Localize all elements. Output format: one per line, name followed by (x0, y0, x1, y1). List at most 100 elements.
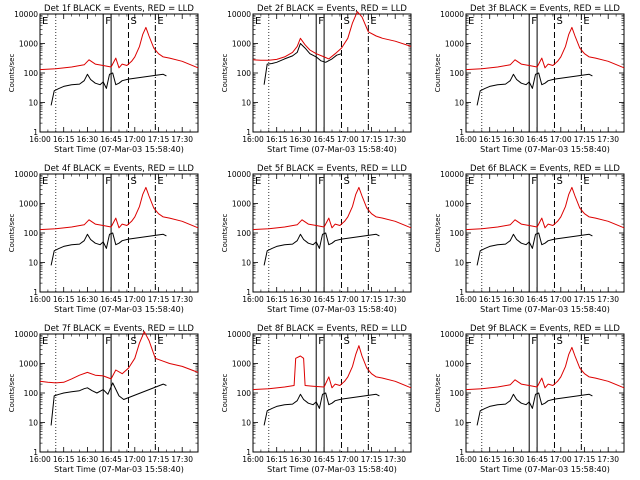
marker-label: E (255, 336, 261, 347)
events-series-line (476, 232, 593, 266)
marker-label: E (583, 176, 589, 187)
panel-2: Det 2f BLACK = Events, RED = LLD 1 10 100 10… (221, 4, 412, 154)
marker-label: S (556, 176, 562, 187)
panel-title: Det 8f BLACK = Events, RED = LLD (257, 324, 407, 334)
x-axis-label: Start Time (07-Mar-03 15:58:40) (480, 305, 610, 314)
y-tick-label: 10 (454, 259, 464, 268)
plot-frame (252, 13, 412, 133)
x-tick-label: 16:00 (455, 455, 477, 464)
marker-label: S (556, 16, 562, 27)
x-tick-label: 17:15 (148, 135, 170, 144)
x-tick-label: 16:45 (313, 295, 335, 304)
lld-series-line (252, 345, 412, 391)
x-tick-label: 16:00 (242, 295, 264, 304)
events-series-line (50, 72, 167, 106)
y-tick-label: 10000 (227, 170, 251, 179)
x-tick-label: 16:15 (266, 455, 288, 464)
y-tick-label: 1000 (19, 200, 38, 209)
marker-label: E (370, 336, 376, 347)
panel-8: Det 8f BLACK = Events, RED = LLD 1 10 100 10… (221, 324, 412, 474)
marker-label: E (370, 176, 376, 187)
lld-series-line (465, 26, 625, 71)
lld-series-line (39, 186, 199, 231)
plot-frame (465, 333, 625, 453)
x-tick-label: 17:15 (148, 455, 170, 464)
marker-label: E (583, 336, 589, 347)
marker-label: E (42, 16, 48, 27)
x-tick-label: 17:15 (361, 455, 383, 464)
x-tick-label: 16:45 (313, 135, 335, 144)
marker-label: E (255, 16, 261, 27)
y-axis-label: Counts/sec (221, 374, 229, 413)
marker-label: S (556, 336, 562, 347)
events-series-line (50, 232, 167, 266)
marker-label: F (318, 176, 324, 187)
y-tick-label: 1000 (232, 360, 251, 369)
x-axis-label: Start Time (07-Mar-03 15:58:40) (267, 465, 397, 474)
x-tick-label: 17:00 (550, 455, 572, 464)
y-axis-label: Counts/sec (221, 54, 229, 93)
x-tick-label: 17:30 (384, 295, 406, 304)
panel-4: Det 4f BLACK = Events, RED = LLD 1 10 100 10… (8, 164, 199, 314)
marker-label: S (343, 176, 349, 187)
y-tick-label: 100 (450, 69, 465, 78)
x-tick-label: 16:00 (242, 135, 264, 144)
panel-title: Det 6f BLACK = Events, RED = LLD (470, 164, 620, 174)
events-series-line (50, 382, 167, 426)
y-tick-label: 100 (450, 389, 465, 398)
x-tick-label: 17:30 (597, 295, 619, 304)
lld-series-line (465, 346, 625, 391)
y-tick-label: 1 (246, 128, 251, 137)
y-tick-label: 10000 (440, 330, 464, 339)
marker-label: E (583, 16, 589, 27)
x-tick-label: 16:15 (479, 135, 501, 144)
lld-series-line (39, 331, 199, 384)
x-tick-label: 16:45 (526, 455, 548, 464)
marker-label: S (130, 176, 136, 187)
x-tick-label: 16:15 (479, 295, 501, 304)
x-tick-label: 17:00 (124, 455, 146, 464)
y-tick-label: 10 (241, 419, 251, 428)
x-tick-label: 17:15 (574, 295, 596, 304)
x-tick-label: 17:30 (171, 295, 193, 304)
y-tick-label: 1000 (232, 40, 251, 49)
panel-7: Det 7f BLACK = Events, RED = LLD 1 10 100 10… (8, 324, 199, 474)
events-series-line (263, 392, 380, 426)
x-tick-label: 17:15 (148, 295, 170, 304)
marker-label: S (343, 336, 349, 347)
plot-frame (39, 173, 199, 293)
marker-label: F (105, 16, 111, 27)
marker-label: E (157, 176, 163, 187)
plot-frame (252, 333, 412, 453)
x-tick-label: 17:00 (337, 295, 359, 304)
x-tick-label: 17:15 (361, 135, 383, 144)
x-tick-label: 16:30 (290, 295, 312, 304)
y-tick-label: 10000 (227, 10, 251, 19)
panel-title: Det 5f BLACK = Events, RED = LLD (257, 164, 407, 174)
marker-label: F (531, 16, 537, 27)
marker-label: E (255, 176, 261, 187)
x-axis-label: Start Time (07-Mar-03 15:58:40) (480, 145, 610, 154)
y-tick-label: 10000 (14, 170, 38, 179)
y-tick-label: 10000 (14, 10, 38, 19)
y-axis-label: Counts/sec (8, 374, 16, 413)
marker-label: E (42, 336, 48, 347)
x-tick-label: 17:30 (597, 455, 619, 464)
y-tick-label: 1000 (445, 360, 464, 369)
y-tick-label: 10 (28, 419, 38, 428)
marker-label: F (318, 336, 324, 347)
x-tick-label: 16:00 (242, 455, 264, 464)
x-tick-label: 17:00 (337, 135, 359, 144)
y-tick-label: 10 (454, 419, 464, 428)
x-tick-label: 16:15 (266, 135, 288, 144)
y-axis-label: Counts/sec (8, 214, 16, 253)
marker-label: E (157, 336, 163, 347)
plot-frame (252, 173, 412, 293)
panel-title: Det 7f BLACK = Events, RED = LLD (44, 324, 194, 334)
x-tick-label: 16:30 (503, 295, 525, 304)
x-axis-label: Start Time (07-Mar-03 15:58:40) (267, 305, 397, 314)
x-tick-label: 17:30 (597, 135, 619, 144)
x-axis-label: Start Time (07-Mar-03 15:58:40) (54, 145, 184, 154)
marker-label: S (130, 336, 136, 347)
y-tick-label: 100 (24, 69, 39, 78)
